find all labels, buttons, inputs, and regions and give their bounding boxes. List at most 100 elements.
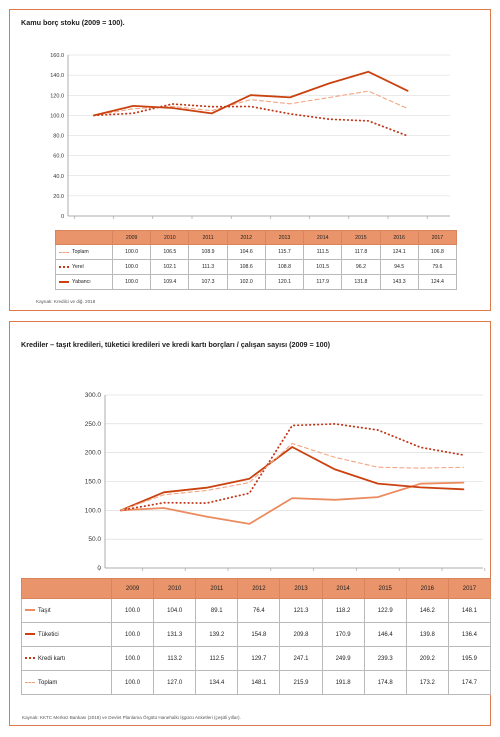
series-line-tüketici — [120, 446, 465, 512]
table-cell: 107.3 — [188, 274, 228, 290]
legend-tasit: Taşıt — [21, 598, 112, 623]
table-cell: 112.5 — [195, 646, 239, 671]
year-header: 2013 — [264, 230, 305, 245]
credits-panel: Krediler – taşıt kredileri, tüketici kre… — [9, 321, 492, 726]
y-tick-label: 0 — [61, 214, 64, 220]
table-cell: 154.8 — [237, 622, 281, 647]
row-label: Yabancı — [72, 279, 91, 285]
table-row: Yabancı 100.0 109.4 107.3 102.0 120.1 11… — [55, 274, 458, 290]
table-cell: 129.7 — [237, 646, 281, 671]
table-cell: 117.9 — [303, 274, 343, 290]
table-cell: 146.4 — [363, 622, 407, 647]
year-header: 2014 — [321, 578, 365, 599]
row-label: Kredi kartı — [38, 655, 66, 662]
series-line-yabancı — [93, 70, 409, 117]
table-cell: 76.4 — [237, 598, 281, 623]
table-cell: 247.1 — [279, 646, 323, 671]
public-debt-title: Kamu borç stoku (2009 = 100). — [21, 18, 125, 27]
series-line-taşıt — [120, 481, 465, 525]
public-debt-panel: Kamu borç stoku (2009 = 100). 0 20.0 40.0 6… — [9, 9, 491, 311]
table-cell: 131.8 — [341, 274, 381, 290]
table-cell: 100.0 — [110, 598, 155, 623]
year-header: 2013 — [279, 578, 323, 599]
table-cell: 108.8 — [264, 259, 305, 275]
y-tick-label: 160.0 — [50, 53, 64, 59]
table-cell: 111.5 — [303, 244, 343, 260]
table-cell: 108.9 — [188, 244, 228, 260]
table-cell: 143.3 — [379, 274, 419, 290]
year-header: 2017 — [417, 230, 458, 245]
table-header-row: 2009 2010 2011 2012 2013 2014 2015 2016 … — [21, 578, 492, 599]
row-label: Tüketici — [38, 631, 59, 638]
y-tick-label: 150.0 — [85, 479, 102, 486]
table-corner — [21, 578, 112, 599]
dashed-line-icon — [59, 251, 69, 253]
table-row: Tüketici 100.0 131.3 139.2 154.8 209.8 1… — [21, 622, 492, 647]
year-header: 2012 — [226, 230, 266, 245]
table-cell: 89.1 — [195, 598, 239, 623]
table-cell: 173.2 — [405, 670, 449, 695]
table-cell: 124.1 — [379, 244, 419, 260]
legend-toplam: Toplam — [55, 244, 113, 260]
table-cell: 104.0 — [153, 598, 197, 623]
table-header-row: 2009 2010 2011 2012 2013 2014 2015 2016 … — [55, 230, 458, 245]
table-cell: 139.2 — [195, 622, 239, 647]
solid-line-icon — [25, 632, 35, 635]
table-cell: 111.3 — [188, 259, 228, 275]
table-cell: 215.9 — [279, 670, 323, 695]
y-tick-label: 200.0 — [85, 450, 102, 457]
legend-toplam: Toplam — [21, 670, 112, 695]
y-tick-label: 60.0 — [53, 154, 64, 160]
table-cell: 191.8 — [321, 670, 365, 695]
year-header: 2016 — [379, 230, 419, 245]
y-tick-label: 40.0 — [53, 174, 64, 180]
legend-yabanci: Yabancı — [55, 274, 113, 290]
year-header: 2014 — [303, 230, 343, 245]
dotted-line-icon — [25, 656, 35, 659]
y-tick-label: 100.0 — [85, 507, 102, 514]
table-cell: 239.3 — [363, 646, 407, 671]
year-header: 2015 — [363, 578, 407, 599]
table-cell: 120.1 — [264, 274, 305, 290]
table-cell: 136.4 — [447, 622, 492, 647]
table-cell: 102.0 — [226, 274, 266, 290]
year-header: 2009 — [110, 578, 155, 599]
table-cell: 118.2 — [321, 598, 365, 623]
credits-table: 2009 2010 2011 2012 2013 2014 2015 2016 … — [21, 578, 492, 695]
table-cell: 122.9 — [363, 598, 407, 623]
table-corner — [55, 230, 113, 245]
table-cell: 113.2 — [153, 646, 197, 671]
row-label: Yerel — [72, 264, 84, 270]
table-cell: 109.4 — [150, 274, 190, 290]
table-cell: 101.5 — [303, 259, 343, 275]
table-cell: 100.0 — [110, 646, 155, 671]
series-line-toplam — [93, 90, 409, 116]
table-cell: 195.9 — [447, 646, 492, 671]
series-line-toplam — [120, 442, 464, 511]
table-cell: 249.9 — [321, 646, 365, 671]
table-cell: 100.0 — [111, 259, 152, 275]
table-cell: 170.9 — [321, 622, 365, 647]
table-cell: 79.6 — [417, 259, 458, 275]
dotted-line-icon — [59, 265, 69, 268]
table-cell: 100.0 — [110, 622, 155, 647]
table-row: Kredi kartı 100.0 113.2 112.5 129.7 247.… — [21, 646, 492, 671]
year-header: 2017 — [447, 578, 492, 599]
y-tick-label: 50.0 — [88, 536, 101, 543]
year-header: 2010 — [150, 230, 190, 245]
table-cell: 127.0 — [153, 670, 197, 695]
table-cell: 96.2 — [341, 259, 381, 275]
solid-line-icon — [59, 280, 69, 283]
y-tick-label: 20.0 — [53, 194, 64, 200]
table-row: Toplam 100.0 127.0 134.4 148.1 215.9 191… — [21, 670, 492, 695]
series-line-kredi-kartı — [120, 423, 465, 512]
row-label: Toplam — [38, 679, 58, 686]
year-header: 2016 — [405, 578, 449, 599]
table-cell: 174.8 — [363, 670, 407, 695]
table-cell: 117.8 — [341, 244, 381, 260]
year-header: 2011 — [188, 230, 228, 245]
table-cell: 94.5 — [379, 259, 419, 275]
table-cell: 100.0 — [111, 244, 152, 260]
table-cell: 134.4 — [195, 670, 239, 695]
